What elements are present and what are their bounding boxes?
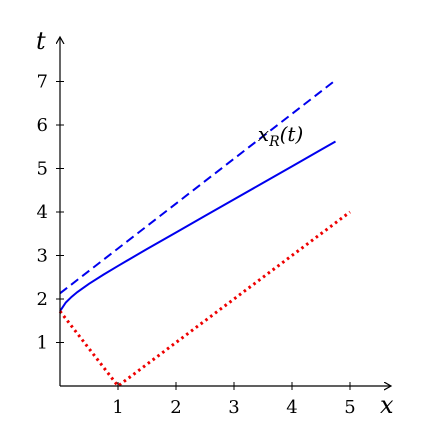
axes: [60, 38, 390, 386]
curve-label-main: x: [258, 122, 269, 146]
y-tick-label: 6: [37, 115, 48, 136]
curve-label: xR(t): [258, 122, 303, 150]
x-axis-label: x: [380, 391, 394, 419]
curve-label-arg: (t): [280, 122, 304, 146]
y-tick-label: 2: [37, 289, 48, 310]
series-line-solid: [59, 140, 336, 312]
x-tick-label: 5: [344, 397, 355, 418]
y-axis-label: t: [36, 27, 46, 55]
x-tick-label: 2: [170, 397, 181, 418]
x-tick-label: 4: [286, 397, 297, 418]
series-line-dashed: [59, 79, 337, 295]
curve-label-sub: R: [268, 134, 280, 150]
y-tick-label: 1: [37, 333, 48, 354]
x-tick-label: 1: [112, 397, 123, 418]
ticks: 1 2 3 4 5 1 2 3 4 5 6 7: [37, 72, 356, 419]
y-tick-label: 7: [37, 72, 48, 93]
series-layer: [58, 79, 351, 389]
y-tick-label: 5: [37, 159, 48, 180]
y-tick-label: 4: [37, 202, 48, 223]
series-line-dotted: [58, 210, 351, 389]
x-tick-label: 3: [228, 397, 239, 418]
y-tick-label: 3: [37, 246, 48, 267]
